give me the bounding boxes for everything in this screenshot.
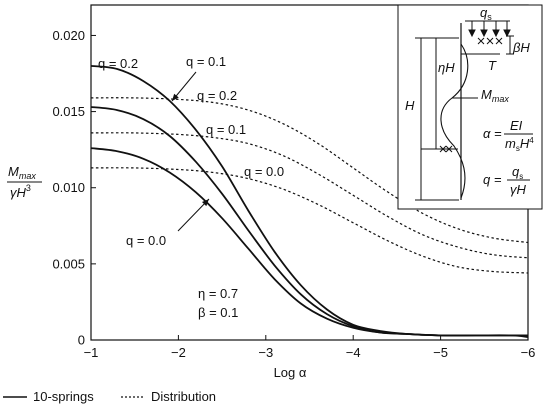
param-eta: η = 0.7: [198, 286, 238, 301]
formula-alpha-den-sub: s: [516, 144, 520, 153]
y-tick-label: 0.010: [52, 180, 85, 195]
svg-text:msH4: msH4: [505, 136, 534, 153]
inset-Mmax-sub: max: [492, 94, 510, 104]
top-support-marks: [477, 37, 503, 45]
series-distribution-q-0-0: [90, 167, 529, 274]
inset-T: T: [488, 58, 497, 73]
svg-text:qs: qs: [480, 5, 492, 22]
inset-diagram: qs βH T Mmax H ηH: [397, 4, 543, 210]
y-axis-label: Mmax γH3: [7, 164, 42, 200]
formula-alpha-den: m: [505, 136, 516, 151]
inset-betaH: βH: [512, 40, 530, 55]
inset-H: H: [405, 98, 415, 113]
series-label-q: q = 0.1: [206, 122, 246, 137]
inset-qs-sub: s: [487, 12, 492, 22]
svg-text:γH3: γH3: [10, 183, 31, 200]
x-axis-label: Log α: [274, 365, 307, 380]
formula-q-lhs: q =: [483, 172, 502, 187]
x-tick-label: −1: [84, 345, 99, 360]
y-tick-label: 0.015: [52, 104, 85, 119]
legend: 10-springs Distribution: [3, 389, 216, 404]
formula-alpha-lhs: α =: [483, 126, 502, 141]
y-label-denominator: γH: [10, 185, 27, 200]
svg-text:qs: qs: [512, 164, 523, 181]
inset-qs: q: [480, 5, 488, 20]
x-tick-label: −4: [346, 345, 361, 360]
x-tick-label: −3: [258, 345, 273, 360]
series-label-q: q = 0.0: [126, 233, 166, 248]
x-tick-label: −6: [521, 345, 536, 360]
axes-layer: −1 −2 −3 −4 −5 −6 0 0.005 0.010 0.015 0.020: [52, 4, 536, 360]
x-tick-label: −5: [433, 345, 448, 360]
series-label-q: q = 0.2: [197, 88, 237, 103]
series-10-springs-q-0-0: [90, 147, 529, 338]
leader-arrowhead: [172, 93, 179, 101]
inset-etaH: ηH: [438, 60, 455, 75]
series-label-q: q = 0.1: [186, 54, 226, 69]
series-distribution-q-0-1: [90, 132, 529, 259]
formula-q: q = qs γH: [483, 164, 530, 197]
x-tick-label: −2: [171, 345, 186, 360]
y-label-numerator: M: [8, 164, 19, 179]
y-tick-label: 0.005: [52, 256, 85, 271]
y-label-denominator-sup: 3: [26, 183, 31, 193]
leader-arrowhead: [201, 199, 209, 207]
formula-q-den: γH: [510, 182, 527, 197]
y-tick-label: 0: [78, 333, 85, 348]
formula-alpha-den-rest: H: [520, 136, 530, 151]
param-beta: β = 0.1: [198, 305, 238, 320]
formula-alpha: α = EI msH4: [483, 118, 534, 153]
leader-line: [177, 198, 210, 232]
formula-alpha-num: EI: [510, 118, 523, 133]
series-distribution-q-0-2: [90, 97, 529, 244]
inset-frame: [397, 4, 543, 210]
formula-alpha-den-sup: 4: [529, 136, 534, 145]
moment-curve: [440, 43, 469, 199]
legend-solid-label: 10-springs: [33, 389, 94, 404]
y-label-numerator-sub: max: [19, 171, 37, 181]
svg-text:Mmax: Mmax: [8, 164, 36, 181]
y-tick-label: 0.020: [52, 28, 85, 43]
series-label-q: q = 0.2: [98, 56, 138, 71]
series-layer: [90, 65, 529, 338]
svg-text:α =: α =: [483, 126, 502, 141]
legend-dotted-label: Distribution: [151, 389, 216, 404]
svg-text:Mmax: Mmax: [481, 87, 509, 104]
series-label-q: q = 0.0: [244, 164, 284, 179]
formula-q-num-sub: s: [519, 172, 523, 181]
load-arrows: [468, 21, 511, 38]
inset-Mmax: M: [481, 87, 492, 102]
formula-q-num: q: [512, 164, 520, 179]
annotation-layer: q = 0.2 q = 0.1 q = 0.0 q = 0.2 q = 0.1 q = 0…: [98, 54, 284, 248]
